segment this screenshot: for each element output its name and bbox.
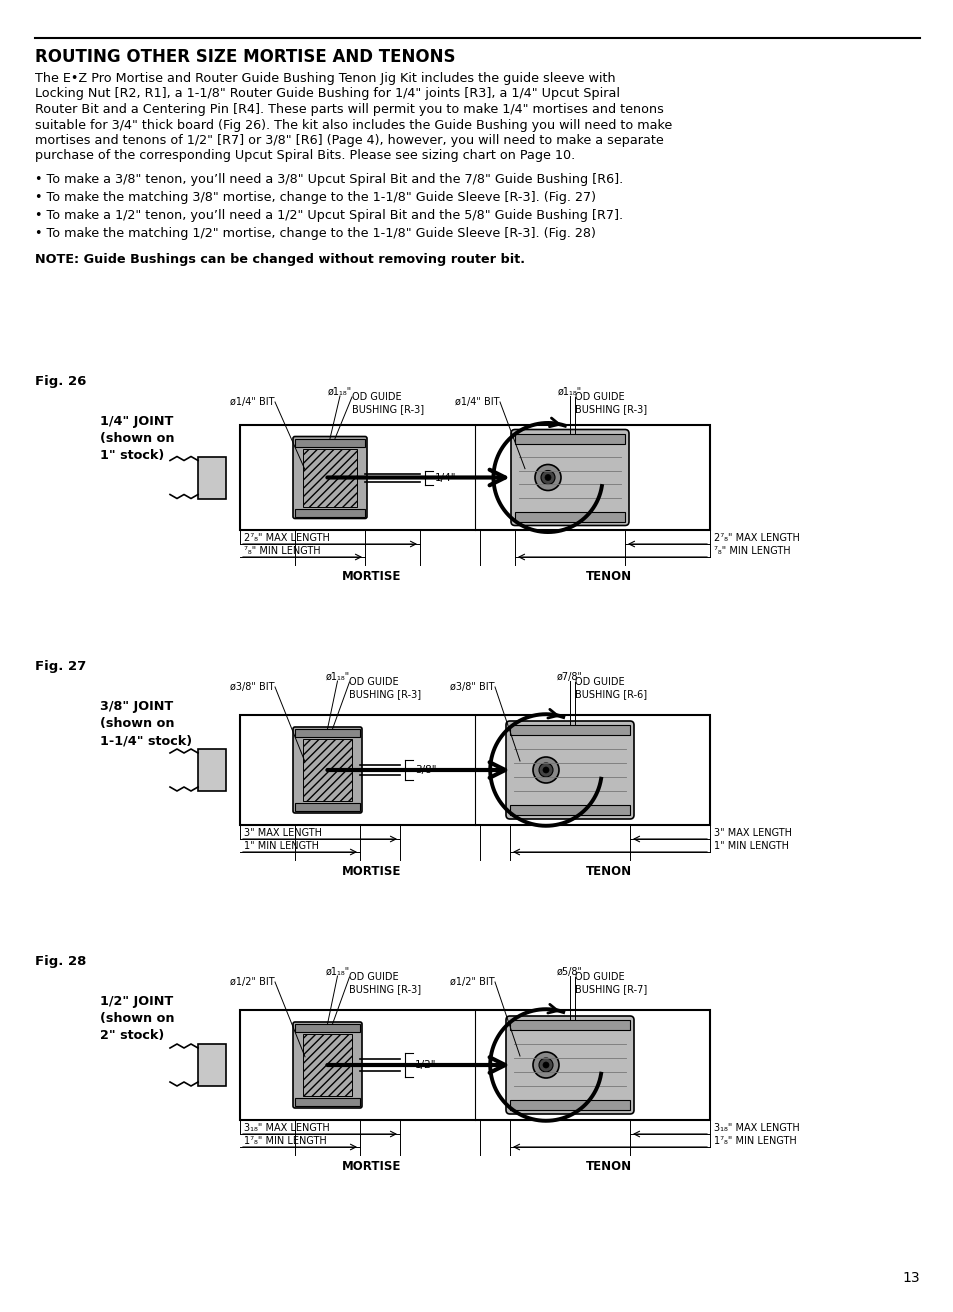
Bar (510, 1099, 629, 1110)
Text: TENON: TENON (585, 569, 632, 583)
FancyBboxPatch shape (293, 727, 361, 813)
Text: OD GUIDE
BUSHING [R-3]: OD GUIDE BUSHING [R-3] (349, 677, 421, 698)
Text: 3" MAX LENGTH: 3" MAX LENGTH (713, 828, 791, 838)
Text: The E•Z Pro Mortise and Router Guide Bushing Tenon Jig Kit includes the guide sl: The E•Z Pro Mortise and Router Guide Bus… (35, 72, 615, 85)
FancyBboxPatch shape (293, 437, 367, 518)
Text: ø1₁₈": ø1₁₈" (325, 672, 349, 682)
Text: ø3/8" BIT: ø3/8" BIT (231, 682, 274, 691)
Text: OD GUIDE
BUSHING [R-3]: OD GUIDE BUSHING [R-3] (349, 972, 421, 993)
Text: • To make a 1/2" tenon, you’ll need a 1/2" Upcut Spiral Bit and the 5/8" Guide B: • To make a 1/2" tenon, you’ll need a 1/… (35, 209, 622, 222)
Text: mortises and tenons of 1/2" [R7] or 3/8" [R6] (Page 4), however, you will need t: mortises and tenons of 1/2" [R7] or 3/8"… (35, 134, 663, 147)
Bar (510, 726, 629, 735)
Text: MORTISE: MORTISE (341, 569, 401, 583)
Text: 3₁₈" MAX LENGTH: 3₁₈" MAX LENGTH (244, 1123, 330, 1134)
Bar (515, 433, 624, 443)
Ellipse shape (544, 475, 551, 480)
Bar (303, 449, 356, 506)
Text: Router Bit and a Centering Pin [R4]. These parts will permit you to make 1/4" mo: Router Bit and a Centering Pin [R4]. The… (35, 104, 663, 115)
Ellipse shape (540, 471, 555, 484)
Bar (240, 425, 709, 530)
Bar (515, 512, 624, 521)
Text: ø1/4" BIT: ø1/4" BIT (455, 398, 499, 407)
Text: 13: 13 (902, 1271, 919, 1284)
Text: ø1₁₈": ø1₁₈" (325, 967, 349, 977)
Ellipse shape (538, 1057, 553, 1072)
Text: Locking Nut [R2, R1], a 1-1/8" Router Guide Bushing for 1/4" joints [R3], a 1/4": Locking Nut [R2, R1], a 1-1/8" Router Gu… (35, 88, 619, 101)
Bar (294, 438, 365, 446)
Bar (303, 1034, 352, 1096)
Ellipse shape (533, 757, 558, 783)
Text: Fig. 27: Fig. 27 (35, 660, 86, 673)
Bar (198, 457, 226, 499)
Ellipse shape (542, 1061, 548, 1068)
Text: ø1/2" BIT: ø1/2" BIT (230, 977, 274, 987)
Text: • To make a 3/8" tenon, you’ll need a 3/8" Upcut Spiral Bit and the 7/8" Guide B: • To make a 3/8" tenon, you’ll need a 3/… (35, 173, 622, 186)
Text: ⁷₈" MIN LENGTH: ⁷₈" MIN LENGTH (244, 546, 320, 556)
Bar (510, 806, 629, 815)
Text: purchase of the corresponding Upcut Spiral Bits. Please see sizing chart on Page: purchase of the corresponding Upcut Spir… (35, 150, 575, 163)
Text: TENON: TENON (585, 865, 632, 878)
Bar (198, 1044, 226, 1086)
Text: 1/4": 1/4" (435, 472, 456, 483)
Text: 1/2": 1/2" (415, 1060, 436, 1071)
Text: ROUTING OTHER SIZE MORTISE AND TENONS: ROUTING OTHER SIZE MORTISE AND TENONS (35, 49, 455, 66)
Text: 1" MIN LENGTH: 1" MIN LENGTH (713, 841, 788, 851)
Text: ø5/8": ø5/8" (557, 967, 582, 977)
Ellipse shape (538, 764, 553, 777)
Text: ø1/2" BIT: ø1/2" BIT (450, 977, 495, 987)
Bar (240, 715, 709, 825)
Bar (303, 739, 352, 802)
Text: 1/4" JOINT
(shown on
1" stock): 1/4" JOINT (shown on 1" stock) (100, 415, 174, 462)
Ellipse shape (533, 1052, 558, 1078)
Bar (294, 1023, 359, 1033)
Text: TENON: TENON (585, 1160, 632, 1173)
Text: OD GUIDE
BUSHING [R-3]: OD GUIDE BUSHING [R-3] (575, 392, 646, 413)
Text: ø1/4" BIT: ø1/4" BIT (231, 398, 274, 407)
Bar (294, 1098, 359, 1106)
Text: suitable for 3/4" thick board (Fig 26). The kit also includes the Guide Bushing : suitable for 3/4" thick board (Fig 26). … (35, 118, 672, 131)
Bar (294, 729, 359, 737)
Text: 1" MIN LENGTH: 1" MIN LENGTH (244, 841, 318, 851)
Text: ø7/8": ø7/8" (557, 672, 582, 682)
Text: 1⁷₈" MIN LENGTH: 1⁷₈" MIN LENGTH (713, 1136, 796, 1145)
Text: • To make the matching 3/8" mortise, change to the 1-1/8" Guide Sleeve [R-3]. (F: • To make the matching 3/8" mortise, cha… (35, 192, 596, 203)
Text: 2⁷₈" MAX LENGTH: 2⁷₈" MAX LENGTH (244, 533, 330, 543)
Text: MORTISE: MORTISE (341, 1160, 401, 1173)
Text: • To make the matching 1/2" mortise, change to the 1-1/8" Guide Sleeve [R-3]. (F: • To make the matching 1/2" mortise, cha… (35, 227, 596, 240)
Text: 3/8": 3/8" (415, 765, 436, 775)
FancyBboxPatch shape (293, 1022, 361, 1109)
FancyBboxPatch shape (505, 1015, 634, 1114)
Bar (240, 1010, 709, 1120)
Text: ⁷₈" MIN LENGTH: ⁷₈" MIN LENGTH (713, 546, 790, 556)
FancyBboxPatch shape (505, 722, 634, 819)
Text: OD GUIDE
BUSHING [R-3]: OD GUIDE BUSHING [R-3] (352, 392, 424, 413)
FancyBboxPatch shape (511, 429, 628, 526)
Text: NOTE: Guide Bushings can be changed without removing router bit.: NOTE: Guide Bushings can be changed with… (35, 253, 524, 266)
Ellipse shape (535, 464, 560, 491)
Text: ø3/8" BIT: ø3/8" BIT (450, 682, 495, 691)
Text: 3" MAX LENGTH: 3" MAX LENGTH (244, 828, 322, 838)
Bar (294, 509, 365, 517)
Text: ø1₁₈": ø1₁₈" (328, 387, 352, 398)
Text: Fig. 26: Fig. 26 (35, 375, 87, 388)
Text: OD GUIDE
BUSHING [R-7]: OD GUIDE BUSHING [R-7] (575, 972, 646, 993)
Text: OD GUIDE
BUSHING [R-6]: OD GUIDE BUSHING [R-6] (575, 677, 646, 698)
Bar (510, 1019, 629, 1030)
Bar (294, 803, 359, 811)
Text: 2⁷₈" MAX LENGTH: 2⁷₈" MAX LENGTH (713, 533, 799, 543)
Ellipse shape (542, 768, 548, 773)
Text: 3/8" JOINT
(shown on
1-1/4" stock): 3/8" JOINT (shown on 1-1/4" stock) (100, 701, 192, 747)
Text: Fig. 28: Fig. 28 (35, 955, 87, 968)
Text: 1⁷₈" MIN LENGTH: 1⁷₈" MIN LENGTH (244, 1136, 327, 1145)
Text: 1/2" JOINT
(shown on
2" stock): 1/2" JOINT (shown on 2" stock) (100, 994, 174, 1042)
Text: MORTISE: MORTISE (341, 865, 401, 878)
Text: ø1₁₈": ø1₁₈" (558, 387, 581, 398)
Text: 3₁₈" MAX LENGTH: 3₁₈" MAX LENGTH (713, 1123, 799, 1134)
Bar (198, 749, 226, 791)
